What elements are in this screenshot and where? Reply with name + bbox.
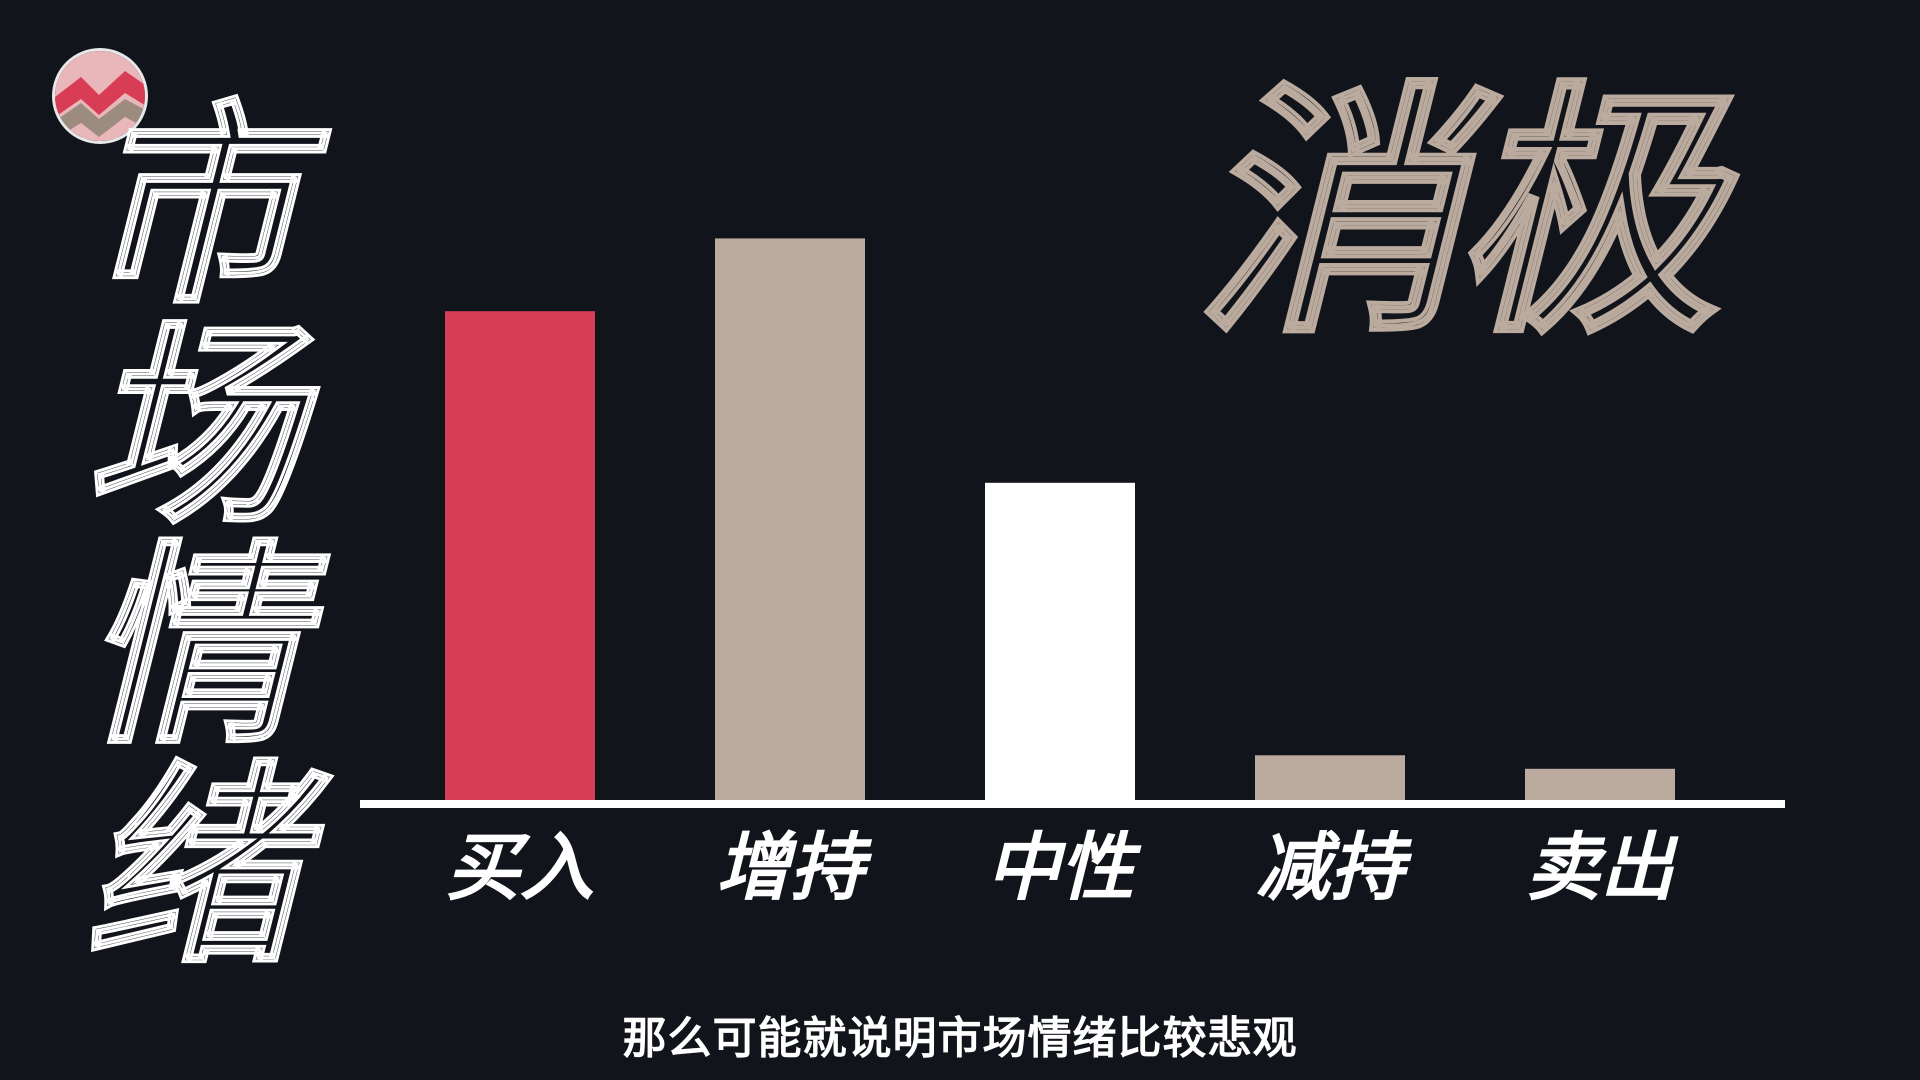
vertical-title: 市 场 情 绪 (62, 82, 322, 993)
category-label: 买入 (446, 825, 594, 911)
bar-4 (1255, 755, 1405, 800)
bar-1 (445, 311, 595, 800)
category-label: 增持 (716, 825, 873, 911)
vertical-title-char: 绪 (83, 742, 301, 993)
bar-3 (985, 482, 1135, 800)
category-label: 中性 (986, 825, 1142, 911)
subtitle-caption: 那么可能就说明市场情绪比较悲观 (622, 1013, 1298, 1064)
bar-2 (715, 238, 865, 800)
zigzag-logo-icon (55, 51, 145, 141)
category-label: 减持 (1256, 825, 1413, 911)
bar-5 (1525, 768, 1675, 800)
vertical-title-char: 市 (83, 82, 301, 333)
vertical-title-char: 场 (83, 302, 301, 553)
channel-logo (52, 48, 148, 144)
vertical-title-char: 情 (83, 522, 301, 773)
category-label: 卖出 (1526, 825, 1679, 911)
corner-word: 消极 (1193, 59, 1721, 371)
